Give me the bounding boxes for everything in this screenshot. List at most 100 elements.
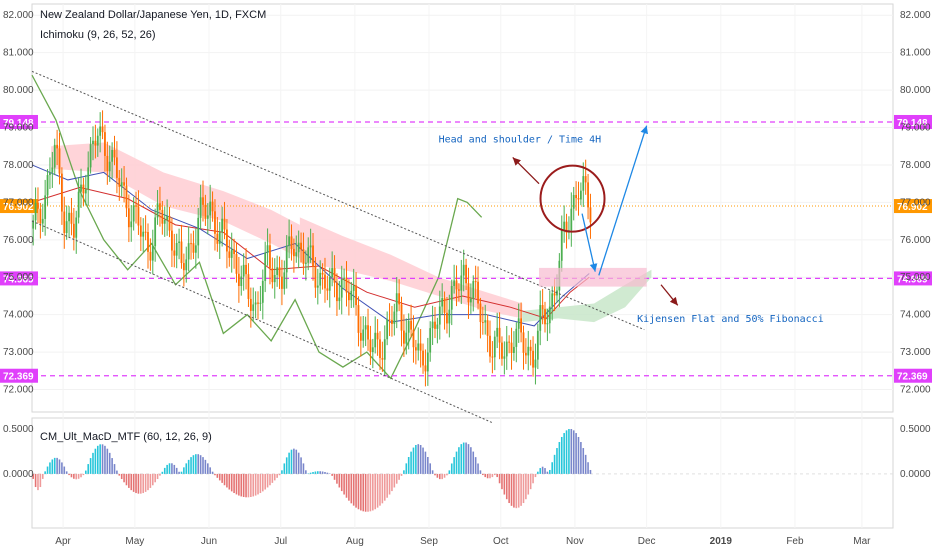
candle-body [99,126,102,136]
candle-body [94,140,97,146]
price-tick-right: 74.000 [900,310,931,321]
candle-body [211,201,214,212]
price-tick-left: 77.000 [3,197,34,208]
candle-body [467,283,470,303]
candle-body [429,328,432,353]
candle-body [352,285,355,291]
candle-body [120,182,123,187]
level-tag-text: 79.148 [897,118,928,129]
price-tick-right: 80.000 [900,85,931,96]
candle-body [431,321,434,329]
level-tag-text: 79.148 [3,118,34,129]
macd-legend[interactable]: CM_Ult_MacD_MTF (60, 12, 26, 9) [40,431,212,443]
candle-body [450,285,453,310]
candle-body [321,272,324,275]
price-tick-left: 78.000 [3,160,34,171]
arrow-down-to-support [581,213,598,272]
candle-body [510,342,513,353]
candle-body [106,155,109,172]
candle-body [400,304,403,331]
candle-body [347,292,350,301]
level-tag-text: 74.969 [897,274,928,285]
candle-body [297,242,300,253]
candle-body [582,176,585,191]
candle-body [462,264,465,276]
candle-body [388,319,391,321]
candle-body [539,305,542,331]
head-shoulder-circle [539,164,606,233]
candle-body [123,182,125,186]
level-tag-left [0,199,38,214]
level-tag-text: 74.969 [3,274,34,285]
candle-body [412,329,415,348]
time-tick: Aug [346,536,364,547]
candle-body [209,201,212,216]
candle-body [240,276,243,287]
price-pane-border [31,3,894,413]
candle-body [271,268,274,283]
level-tag-left [0,114,38,129]
candle-body [137,206,140,226]
candle-body [182,263,185,271]
level-tag-text: 76.902 [3,202,34,213]
macd-tick-left: 0.0000 [3,469,34,480]
candle-body [563,221,566,230]
candle-body [513,346,515,353]
candle-body [75,217,78,238]
candle-body [501,342,503,359]
candle-body [173,250,176,256]
candle-body [276,267,279,275]
candle-body [194,245,197,253]
candle-body [458,289,460,291]
candle-body [324,274,326,289]
price-tick-left: 79.000 [3,123,34,134]
candle-body [398,293,401,305]
candle-body [254,302,257,305]
candle-body [333,268,336,283]
candle-body [505,341,508,357]
candle-body [264,252,267,281]
candle-body [496,327,499,337]
candle-body [362,329,365,341]
candle-body [343,277,346,279]
candle-body [544,309,546,325]
candle-body [285,245,288,273]
candle-body [336,282,338,302]
candle-body [175,243,178,256]
candle-body [546,323,549,325]
candle-body [178,241,180,244]
candle-body [553,293,556,296]
candle-body [113,149,116,158]
candle-body [436,324,439,329]
indicator-legend[interactable]: Ichimoku (9, 26, 52, 26) [40,29,156,41]
candle-body [130,221,133,228]
candle-body [159,203,161,210]
annotation-head-and-shoulder: Head and shoulder / Time 4H [439,134,602,145]
candle-body [491,356,494,358]
cloud-segment [51,142,300,259]
candle-body [548,306,551,324]
candle-body [230,249,233,258]
price-tick-right: 81.000 [900,48,931,59]
price-tick-right: 75.000 [900,272,931,283]
candle-body [570,208,573,231]
arrow-up-to-target [598,125,648,276]
candle-body [197,217,200,246]
candle-body [338,297,341,302]
price-tick-left: 76.000 [3,235,34,246]
candle-body [116,157,118,178]
price-tick-left: 80.000 [3,85,34,96]
candle-body [273,274,276,283]
candle-body [32,220,35,229]
time-tick: Jul [274,536,287,547]
candle-body [405,332,408,344]
candle-body [89,144,92,168]
candle-body [560,229,563,261]
candle-body [443,298,446,313]
macd-tick-left: 0.5000 [3,424,34,435]
candle-body [104,132,106,156]
candle-body [422,350,424,366]
channel-lower [31,220,494,424]
candle-body [383,339,386,360]
